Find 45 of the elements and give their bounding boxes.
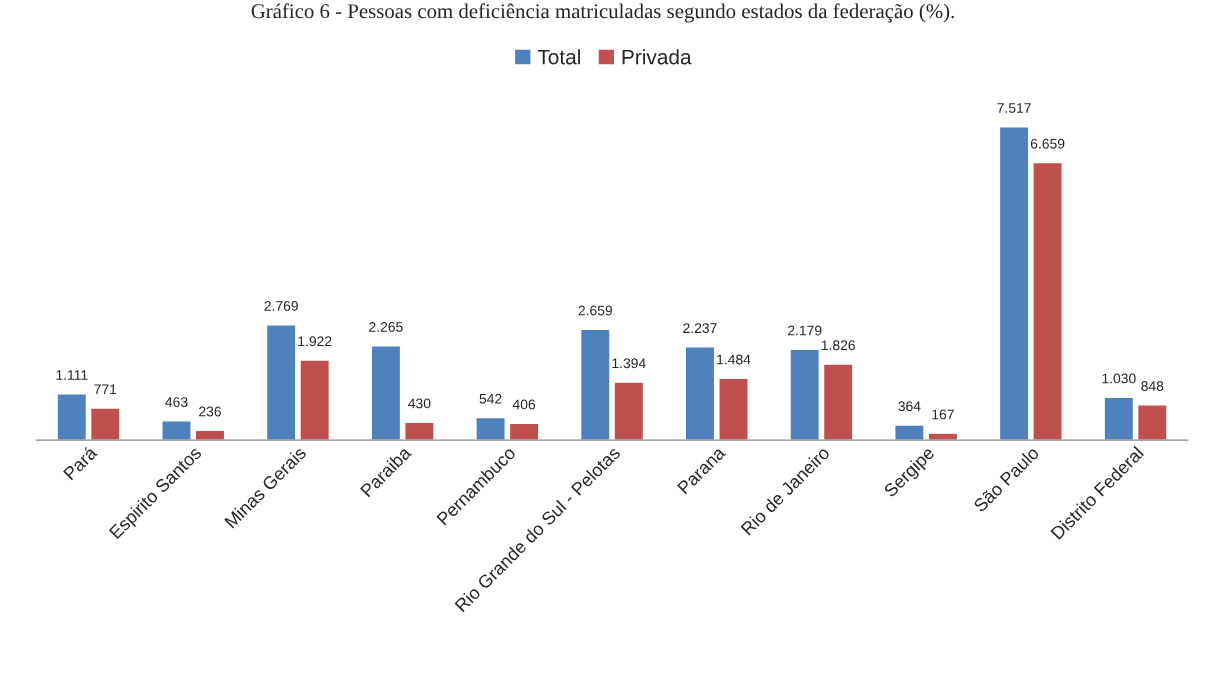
bar: [89, 407, 121, 441]
data-label: 7.517: [997, 103, 1031, 113]
bar: [475, 416, 506, 441]
data-label: 6.659: [1030, 138, 1065, 149]
chart-title: Gráfico 6 - Pessoas com deficiência matriculadas segundo estados da federação (%).: [251, 3, 954, 23]
data-label: 1.111: [56, 370, 88, 380]
data-label: 1.922: [298, 336, 332, 347]
bar: [1136, 404, 1168, 441]
data-label: 2.179: [788, 325, 822, 336]
data-label: 167: [932, 409, 954, 420]
bar: [370, 345, 402, 441]
data-label: 1.826: [821, 340, 855, 351]
bar: [265, 323, 297, 441]
data-label: 430: [408, 398, 431, 409]
bar: [404, 421, 435, 441]
legend-label: Privada: [622, 49, 692, 65]
data-label: 463: [165, 397, 188, 407]
data-label: 542: [479, 393, 502, 404]
bar: [927, 432, 959, 441]
data-label: 1.484: [717, 354, 751, 365]
bar: [56, 393, 88, 441]
bar: [579, 328, 611, 441]
bar: [161, 420, 192, 441]
data-label: 364: [898, 401, 921, 412]
bar: [684, 346, 716, 441]
data-label: 406: [512, 399, 536, 410]
bar: [822, 363, 854, 441]
bar: [1032, 161, 1063, 441]
data-label: 848: [1141, 381, 1164, 391]
data-label: 2.769: [264, 301, 298, 311]
data-label: 771: [94, 384, 117, 394]
data-label: 1.030: [1102, 373, 1136, 384]
data-label: 2.265: [369, 322, 403, 332]
data-label: 236: [199, 406, 221, 417]
bar: [299, 359, 331, 441]
bar: [789, 348, 821, 441]
bar: [718, 377, 749, 441]
bar: [894, 424, 925, 441]
bar: [1103, 396, 1135, 441]
bar: [613, 381, 645, 441]
data-label: 2.659: [578, 305, 613, 316]
data-label: 1.394: [612, 358, 646, 369]
legend-label: Total: [537, 49, 580, 65]
data-label: 2.237: [683, 323, 717, 334]
bar: [998, 126, 1030, 441]
